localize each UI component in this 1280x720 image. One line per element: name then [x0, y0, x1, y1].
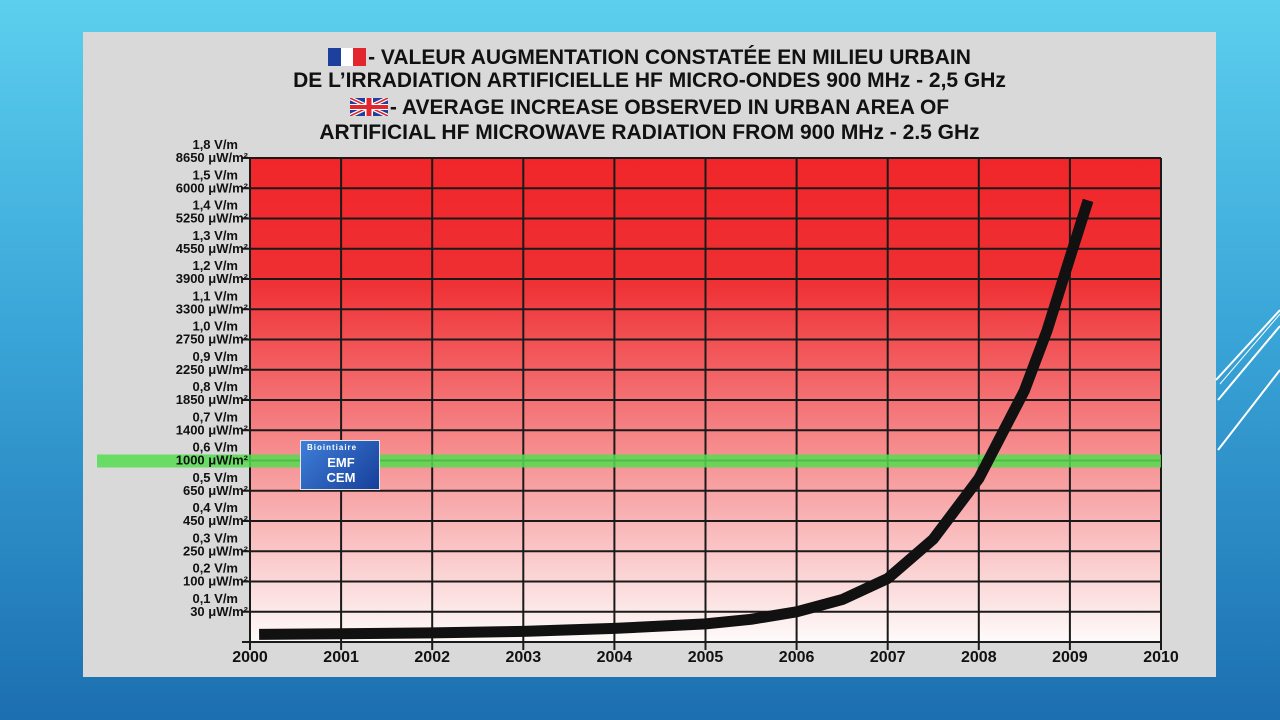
y-tick-field: 1,5 V/m [192, 167, 238, 182]
y-tick-field: 0,7 V/m [192, 409, 238, 424]
y-tick-density: 2250 μW/m² [176, 362, 249, 377]
x-tick-label: 2001 [323, 649, 359, 666]
y-tick-field: 1,2 V/m [192, 258, 238, 273]
logo-arc-text: Biointiaire [307, 443, 358, 452]
x-tick-label: 2008 [961, 649, 997, 666]
x-tick-label: 2006 [779, 649, 815, 666]
chart-panel: - VALEUR AUGMENTATION CONSTATÉE EN MILIE… [83, 32, 1216, 677]
uk-flag-icon [349, 98, 388, 116]
x-tick-label: 2000 [232, 649, 268, 666]
y-tick-field: 0,5 V/m [192, 470, 238, 485]
title-en-text1: - AVERAGE INCREASE OBSERVED IN URBAN ARE… [389, 96, 950, 119]
y-tick-density: 30 μW/m² [190, 604, 248, 619]
y-tick-field: 0,2 V/m [192, 561, 238, 576]
title-en-line1: - AVERAGE INCREASE OBSERVED IN URBAN ARE… [83, 96, 1216, 120]
x-tick-label: 2004 [597, 649, 633, 666]
logo-line-cem: CEM [326, 470, 356, 485]
y-tick-field: 0,3 V/m [192, 530, 238, 545]
x-tick-label: 2010 [1143, 649, 1179, 666]
y-tick-field: 0,8 V/m [192, 379, 238, 394]
slide-corner-decoration [1215, 309, 1280, 451]
y-tick-density: 3300 μW/m² [176, 301, 249, 316]
y-tick-field: 1,8 V/m [192, 137, 238, 152]
title-fr-line2: DE L’IRRADIATION ARTIFICIELLE HF MICRO-O… [293, 69, 1006, 92]
y-tick-field: 0,1 V/m [192, 591, 238, 606]
y-tick-density: 6000 μW/m² [176, 180, 249, 195]
y-tick-field: 1,4 V/m [192, 198, 238, 213]
y-tick-density: 250 μW/m² [183, 543, 249, 558]
french-flag-icon [328, 48, 367, 66]
y-tick-field: 1,0 V/m [192, 319, 238, 334]
title-fr-line1: - VALEUR AUGMENTATION CONSTATÉE EN MILIE… [83, 46, 1216, 70]
y-tick-density: 5250 μW/m² [176, 211, 249, 226]
emf-cem-logo: Biointiaire EMF CEM [300, 440, 380, 490]
y-tick-density: 1000 μW/m² [176, 453, 249, 468]
x-tick-label: 2009 [1052, 649, 1088, 666]
y-tick-density: 3900 μW/m² [176, 271, 249, 286]
series-line [259, 198, 1094, 640]
y-tick-density: 1400 μW/m² [176, 422, 249, 437]
logo-line-emf: EMF [327, 455, 355, 470]
y-tick-field: 1,3 V/m [192, 228, 238, 243]
y-tick-density: 450 μW/m² [183, 513, 249, 528]
title-fr-text1: - VALEUR AUGMENTATION CONSTATÉE EN MILIE… [368, 46, 971, 69]
x-tick-label: 2005 [688, 649, 724, 666]
x-tick-label: 2002 [414, 649, 450, 666]
x-tick-label: 2003 [506, 649, 542, 666]
y-tick-density: 650 μW/m² [183, 483, 249, 498]
y-tick-field: 0,9 V/m [192, 349, 238, 364]
highlight-band-1000 [97, 454, 1161, 468]
y-tick-density: 8650 μW/m² [176, 150, 249, 165]
y-tick-field: 1,1 V/m [192, 288, 238, 303]
x-tick-label: 2007 [870, 649, 906, 666]
y-tick-density: 1850 μW/m² [176, 392, 249, 407]
y-tick-field: 0,6 V/m [192, 440, 238, 455]
y-tick-density: 2750 μW/m² [176, 332, 249, 347]
y-tick-density: 4550 μW/m² [176, 241, 249, 256]
title-en-line2: ARTIFICIAL HF MICROWAVE RADIATION FROM 9… [319, 121, 980, 144]
y-tick-density: 100 μW/m² [183, 574, 249, 589]
x-axis-labels: 2000 2001 2002 2003 2004 2005 2006 2007 2008 2009… [232, 649, 1179, 666]
y-tick-field: 0,4 V/m [192, 500, 238, 515]
